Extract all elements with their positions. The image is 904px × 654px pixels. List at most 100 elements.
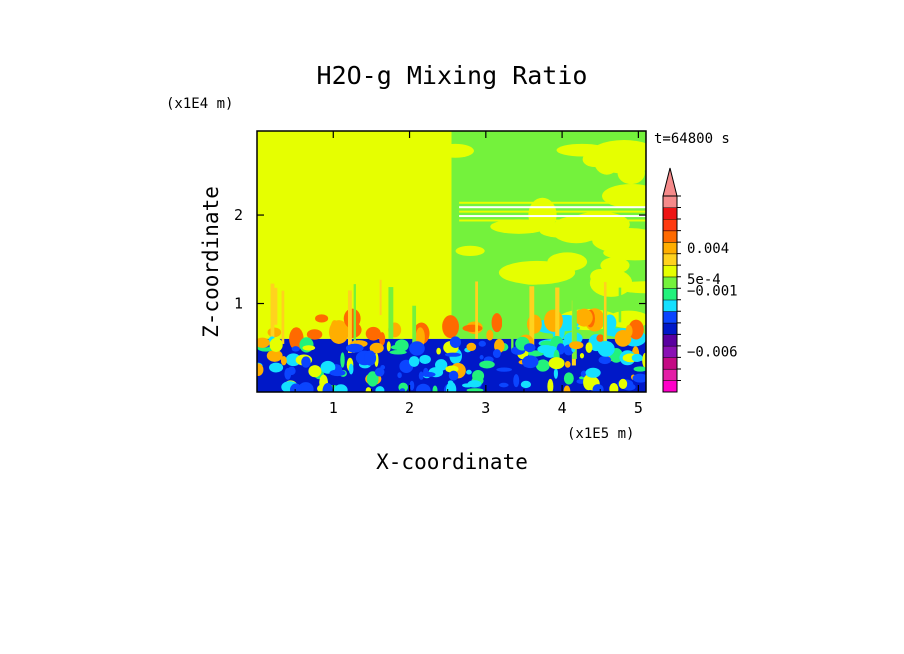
x-axis-label: X-coordinate — [376, 450, 528, 474]
colorbar-swatch — [663, 242, 677, 254]
colorbar-swatch — [663, 230, 677, 243]
field-eddy — [632, 373, 646, 383]
colorbar-swatch — [663, 334, 677, 346]
field-streak — [618, 287, 622, 323]
colorbar-extend-arrow — [662, 167, 678, 197]
field-eddy — [563, 385, 571, 392]
colorbar-swatch — [663, 345, 677, 358]
field-streak — [511, 283, 514, 351]
field-eddy — [269, 362, 284, 373]
field-eddy — [492, 349, 501, 358]
field-eddy — [432, 385, 438, 392]
field-streak — [281, 290, 285, 344]
field-eddy — [269, 337, 283, 352]
colorbar-label: −0.006 — [687, 345, 738, 361]
field-eddy — [541, 359, 547, 368]
field-eddy — [435, 359, 448, 371]
field-patch — [551, 215, 602, 244]
field-eddy — [334, 384, 348, 392]
field-eddy — [444, 352, 461, 357]
field-streak — [475, 281, 479, 339]
y-axis-label: Z-coordinate — [199, 186, 223, 338]
field-eddy — [289, 383, 302, 392]
field-eddy — [467, 380, 482, 388]
field-eddy — [498, 382, 509, 388]
field-band — [459, 215, 646, 218]
field-eddy — [618, 378, 628, 390]
field-eddy — [369, 342, 384, 354]
field-eddy — [280, 355, 287, 366]
time-label: t=64800 s — [654, 131, 730, 147]
field-eddy — [446, 381, 457, 392]
field-plume — [574, 309, 587, 325]
field-band — [459, 201, 646, 204]
field-eddy — [418, 371, 424, 380]
field-eddy — [579, 352, 585, 359]
colorbar-swatch — [663, 253, 677, 266]
field-eddy — [445, 365, 459, 373]
colorbar-swatch — [663, 207, 677, 220]
x-axis-unit: (x1E5 m) — [567, 426, 634, 442]
field-plume — [628, 319, 644, 340]
field-eddy — [523, 343, 536, 353]
colorbar-label: 0.004 — [687, 241, 729, 257]
field-eddy — [394, 339, 409, 352]
x-tick-label: 1 — [329, 399, 338, 417]
field-streak — [388, 287, 394, 339]
mixing-ratio-field — [257, 131, 646, 392]
field-eddy — [597, 341, 615, 357]
field-streak — [412, 305, 417, 345]
field-eddy — [257, 363, 264, 377]
field-eddy — [375, 386, 385, 392]
field-streak — [555, 287, 560, 342]
field-plume — [306, 329, 323, 340]
colorbar-swatch — [663, 276, 677, 289]
field-band — [459, 206, 646, 209]
colorbar-swatch — [663, 288, 677, 300]
field-plume — [596, 334, 605, 342]
field-plume — [526, 314, 542, 334]
field-eddy — [609, 382, 619, 392]
field-eddy — [287, 366, 296, 376]
field-plume — [315, 314, 329, 323]
field-eddy — [585, 367, 601, 378]
field-eddy — [374, 367, 385, 377]
field-eddy — [466, 388, 484, 392]
field-plume — [379, 332, 386, 346]
colorbar-swatch — [663, 219, 677, 231]
field-plume — [330, 320, 339, 338]
field-eddy — [569, 341, 584, 350]
field-streak — [270, 283, 275, 344]
field-eddy — [408, 356, 420, 367]
colorbar-swatch — [663, 357, 677, 369]
field-eddy — [386, 341, 391, 352]
field-eddy — [364, 350, 377, 366]
field-streak — [603, 282, 607, 341]
field-eddy — [466, 342, 477, 352]
field-patch — [436, 143, 475, 158]
field-plume — [544, 309, 563, 332]
colorbar-label: 5e-4 — [687, 272, 721, 288]
field-eddy — [291, 346, 300, 352]
axis-ticks: 1 2 3 4 5 1 2 — [234, 131, 646, 417]
colorbar-swatch — [663, 265, 677, 277]
field-eddy — [556, 343, 565, 355]
field-plume — [365, 326, 381, 341]
colorbar: 0.004 5e-4−0.001 −0.006 — [662, 167, 738, 393]
field-eddy — [409, 380, 415, 391]
field-eddy — [257, 337, 270, 348]
field-eddy — [448, 370, 459, 381]
field-patch — [547, 252, 588, 272]
y-axis-unit: (x1E4 m) — [166, 96, 233, 112]
field-eddy — [598, 355, 612, 365]
field-streak — [353, 284, 356, 351]
field-patch — [590, 268, 611, 284]
field-eddy — [365, 387, 372, 392]
field-eddy — [366, 371, 379, 387]
field-eddy — [409, 341, 425, 356]
field-eddy — [269, 355, 277, 360]
field-plume — [462, 324, 483, 332]
field-eddy — [585, 342, 593, 353]
colorbar-label: −0.001 — [687, 284, 738, 300]
field-streak — [572, 297, 577, 359]
